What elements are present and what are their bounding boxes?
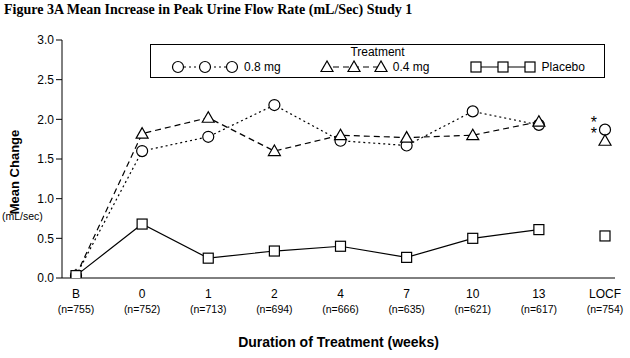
svg-text:7: 7: [403, 287, 410, 301]
html-text:Duration of Treatment (weeks): Duration of Treatment (weeks): [238, 334, 439, 350]
svg-text:4: 4: [337, 287, 344, 301]
html-text:Figure 3A Mean Increase in Pea: Figure 3A Mean Increase in Peak Urine Fl…: [4, 2, 413, 17]
svg-text:3.0: 3.0: [37, 33, 54, 47]
svg-text:2: 2: [271, 287, 278, 301]
svg-text:2.0: 2.0: [37, 113, 54, 127]
svg-text:(n=754): (n=754): [587, 303, 622, 315]
html-text:Placebo: Placebo: [541, 60, 585, 74]
svg-text:(n=755): (n=755): [58, 303, 94, 315]
svg-text:(n=617): (n=617): [521, 303, 557, 315]
svg-text:10: 10: [466, 287, 480, 301]
svg-text:(n=713): (n=713): [190, 303, 226, 315]
svg-text:(n=694): (n=694): [256, 303, 292, 315]
html-text:0.4 mg: 0.4 mg: [392, 60, 430, 74]
html-text:Mean Change: Mean Change: [6, 129, 22, 215]
svg-text:0.0: 0.0: [37, 271, 54, 285]
svg-text:(n=666): (n=666): [322, 303, 358, 315]
svg-text:2.5: 2.5: [37, 73, 54, 87]
svg-text:0: 0: [139, 287, 146, 301]
html-text:0.8 mg: 0.8 mg: [244, 60, 281, 74]
svg-text:B: B: [72, 287, 80, 301]
svg-text:1.0: 1.0: [37, 192, 54, 206]
svg-text:(n=752): (n=752): [124, 303, 160, 315]
svg-text:LOCF: LOCF: [589, 287, 621, 301]
svg-text:*: *: [591, 125, 597, 142]
svg-text:(n=635): (n=635): [388, 303, 424, 315]
svg-text:13: 13: [532, 287, 546, 301]
svg-text:1: 1: [205, 287, 212, 301]
svg-text:1.5: 1.5: [37, 152, 54, 166]
svg-text:0.5: 0.5: [37, 232, 54, 246]
html-text:Treatment: Treatment: [350, 45, 405, 59]
svg-text:(n=621): (n=621): [455, 303, 491, 315]
html-text:(mL/sec): (mL/sec): [2, 210, 43, 222]
